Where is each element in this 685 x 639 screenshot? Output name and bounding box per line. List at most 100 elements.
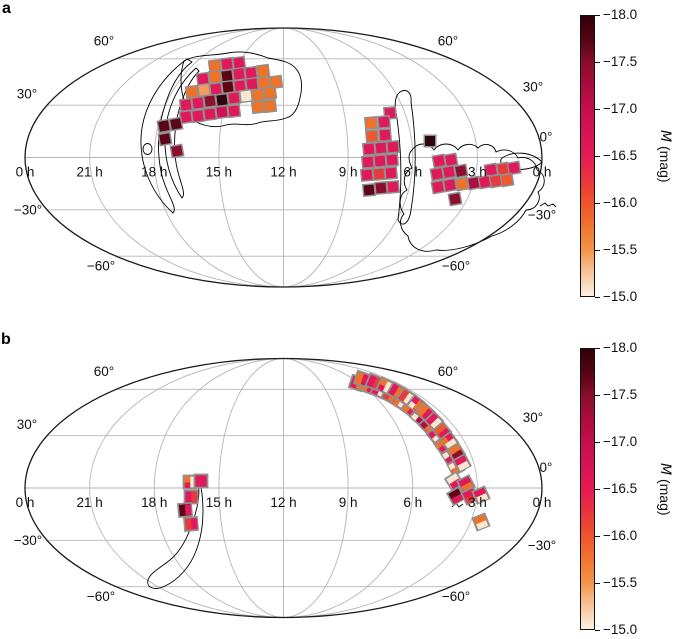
sky-tile-face [168,116,184,132]
sky-tile [156,118,172,134]
sky-tile-patch [441,437,449,445]
sky-tile-face [376,114,392,130]
sky-tile [190,108,206,124]
ra-label: 18 h [141,165,167,180]
sky-tile-face [453,163,469,179]
colorbar-tick-label: −18.0 [603,7,638,22]
sky-tile-patch [372,377,382,390]
colorbar-tick-label: −16.0 [603,195,638,210]
sky-tile [383,165,399,181]
colorbar-tick-mark [595,296,600,298]
sky-tile [250,99,266,115]
sky-tile [423,134,437,148]
dec-label: −30° [14,203,42,218]
ra-label: 15 h [206,165,232,180]
dec-label: 60° [94,34,114,49]
sky-tile-face [423,134,437,148]
colorbar-tick-label: −16.5 [603,481,638,496]
sky-tile [202,106,218,122]
sky-tile [471,512,491,532]
dec-label: −30° [528,538,556,553]
sky-tile [372,153,388,169]
colorbar-tick-label: −17.5 [603,54,638,69]
sky-tile [361,182,377,198]
sky-tile [176,501,194,519]
sky-tile [219,56,235,72]
sky-tile-patch [411,412,419,421]
sky-tile-face [373,180,389,196]
colorbar-tick-label: −15.5 [603,242,638,257]
colorbar-b [580,348,595,630]
sky-tile [157,131,173,147]
colorbar-tick-mark [595,347,600,349]
sky-tile [231,66,247,82]
sky-tile [430,179,446,195]
colorbar-b-title: M (mag) [653,434,673,544]
sky-tile [169,143,185,159]
dec-label: 30° [17,417,37,432]
sky-tile-patch [461,481,474,492]
sky-tile-face [196,82,212,98]
colorbar-tick-label: −15.0 [603,622,638,637]
colorbar-title-unit: (mag) [657,141,673,183]
sky-tile-face [193,473,209,489]
sky-tile-face [447,191,463,207]
sky-tile [364,128,380,144]
sky-tile [268,74,284,90]
sky-tile-patch [412,399,425,413]
colorbar-tick-label: −16.0 [603,528,638,543]
sky-tile-face [360,154,376,170]
sky-tile-face [268,74,284,90]
sky-tile-patch [444,438,457,450]
sky-panel: 0 h 21 h 18 h 15 h 12 h 9 h 6 h 3 h 0 h 60° 30° −30… [14,27,557,288]
colorbar-a [580,15,595,297]
sky-tile-patch [190,476,197,488]
sky-tile [182,515,200,533]
sky-tile-face [385,179,401,195]
colorbar-title-symbol: M [657,462,673,475]
sky-tile [451,452,473,474]
sky-tile-face [255,63,271,79]
sky-tile-face [385,139,401,155]
sky-tile [214,92,230,108]
colorbar-tick-mark [595,202,600,204]
ra-label: 18 h [141,495,167,510]
sky-tile-face [262,98,278,114]
sky-tile-face [226,103,242,119]
sky-tile [202,93,218,109]
ra-label: 6 h [403,495,422,510]
sky-tile [196,82,212,98]
dec-label: 30° [523,410,543,425]
sky-tile-face [250,87,266,103]
sky-tile-face [157,131,173,147]
ra-label: 12 h [270,165,296,180]
dec-label: −30° [14,533,42,548]
sky-tile [168,116,184,132]
colorbar-title-unit: (mag) [657,474,673,516]
sky-tile-face [214,92,230,108]
dec-label: −30° [528,208,556,223]
sky-tile [208,81,224,97]
sky-tile-face [363,115,379,131]
sky-tile [445,485,467,507]
sky-tile [453,163,469,179]
sky-tile-face [431,153,447,169]
sky-tile-face [361,182,377,198]
sky-tile-face [190,108,206,124]
sky-tile-face [202,93,218,109]
sky-tile-face [184,84,200,100]
colorbar-tick-mark [595,535,600,537]
colorbar-tick-mark [595,488,600,490]
localization-contour [539,202,557,208]
colorbar-tick-mark [595,394,600,396]
sky-tile [238,88,254,104]
sky-tile-patch [476,493,489,503]
sky-tile [429,166,445,182]
sky-tile [255,63,271,79]
colorbar-tick-mark [595,14,600,16]
localization-contour [140,58,193,214]
sky-tile-patch [393,386,405,399]
sky-tile [471,485,491,505]
ra-label: 6 h [403,165,422,180]
